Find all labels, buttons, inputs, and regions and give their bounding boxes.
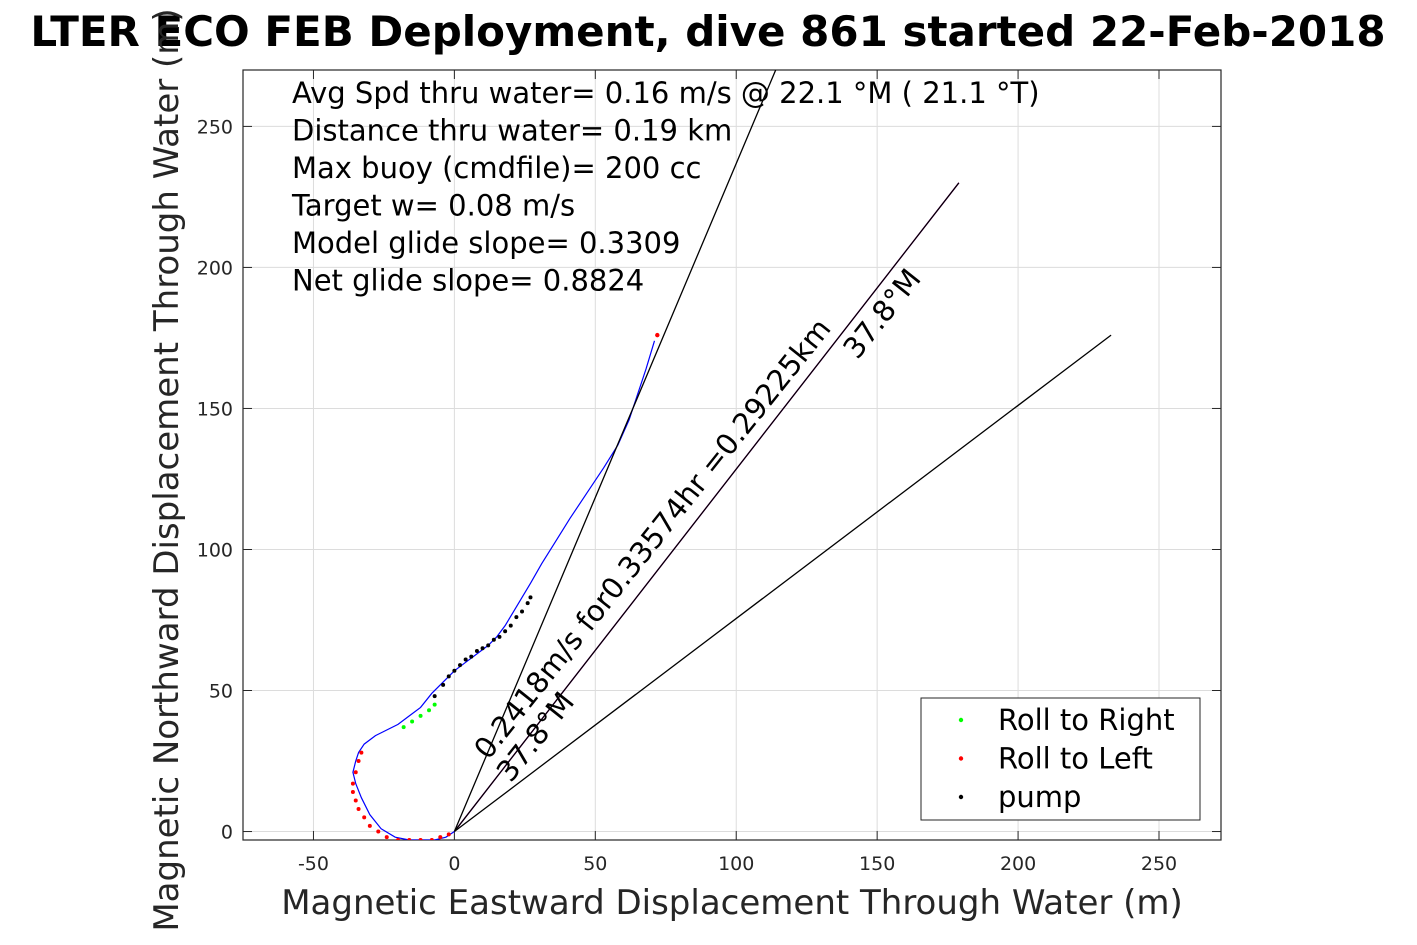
annotation-label: 37.8°M [836,262,927,365]
pump-point [514,615,519,620]
stat-line: Target w= 0.08 m/s [291,189,575,223]
roll-right-point [418,713,423,718]
roll-left-point [353,798,358,803]
legend-label: pump [998,780,1081,814]
roll-right-point [410,719,415,724]
roll-left-point [353,770,358,775]
roll-left-point [359,750,364,755]
pump-point [525,601,530,606]
legend-label: Roll to Left [998,742,1153,776]
x-tick-label: -50 [298,853,329,875]
roll-left-point [418,838,423,840]
stat-line: Model glide slope= 0.3309 [292,226,680,260]
pump-point [497,634,502,639]
pump-point [452,668,457,673]
axis-ticks: -50 0 50 100 150 200 250 0 50 100 150 200 250 [197,70,1221,875]
legend-label: Roll to Right [998,703,1175,737]
legend-marker [958,717,964,723]
legend-marker [958,794,964,800]
roll-left-point [356,806,361,811]
stat-line: Max buoy (cmdfile)= 200 cc [292,151,701,185]
roll-left-point [396,838,401,840]
roll-left-point [367,823,372,828]
pump-point [480,646,485,651]
y-tick-label: 200 [197,257,233,279]
annotation-label: 0.2418m/s for0.33574hr =0.29225km [467,312,837,765]
chart-title: LTER ECO FEB Deployment, dive 861 starte… [30,7,1385,56]
stat-line: Net glide slope= 0.8824 [292,264,644,298]
roll-left-point [362,815,367,820]
y-tick-label: 0 [221,822,233,844]
stat-line: Avg Spd thru water= 0.16 m/s @ 22.1 °M (… [292,76,1040,110]
roll-left-point [376,829,381,834]
pump-point [446,674,451,679]
roll-left-point [350,790,355,795]
pump-point [491,637,496,642]
annotations: 0.2418m/s for0.33574hr =0.29225km37.8°M3… [467,262,928,788]
x-tick-label: 250 [1141,853,1177,875]
roll-left-point [407,838,412,840]
pump-point [432,694,437,699]
series-heading-line-2 [453,334,1112,833]
y-axis-label: Magnetic Northward Displacement Through … [147,8,187,931]
pump-point [528,595,533,600]
roll-left-point [384,835,389,840]
x-tick-label: 200 [1000,853,1036,875]
roll-right-point [401,725,406,730]
y-tick-label: 250 [197,116,233,138]
roll-left-point [350,781,355,786]
pump-point [508,623,513,628]
y-tick-label: 50 [209,681,233,703]
legend-box [920,697,1201,821]
stat-line: Distance thru water= 0.19 km [292,114,732,148]
pump-point [474,649,479,654]
plot-content [350,70,1112,840]
pump-point [486,643,491,648]
roll-left-point [356,759,361,764]
pump-point [463,657,468,662]
roll-left-point [438,835,443,840]
pump-point [469,654,474,659]
roll-right-point [427,708,432,713]
x-axis-label: Magnetic Eastward Displacement Through W… [281,883,1183,923]
grid [243,70,1221,840]
legend-marker [958,756,964,761]
y-tick-label: 100 [197,539,233,561]
stats-block: Avg Spd thru water= 0.16 m/s @ 22.1 °M (… [291,76,1040,298]
roll-left-point [446,832,451,837]
pump-point [458,663,463,668]
roll-right-point [432,702,437,707]
roll-left-point [429,838,434,840]
series-heading-line-3 [453,182,960,832]
chart-marks [350,70,1112,840]
legend: Roll to Right Roll to Left pump [920,697,1201,821]
series-track [352,340,656,840]
pump-point [441,682,446,687]
x-tick-label: 0 [448,853,460,875]
y-tick-label: 150 [197,398,233,420]
x-tick-label: 100 [718,853,754,875]
roll-left-point [655,332,660,338]
series-heading-line-1 [453,70,777,832]
pump-point [503,629,508,634]
pump-point [520,609,525,614]
plot-area [242,69,1222,841]
x-tick-label: 150 [859,853,895,875]
x-tick-label: 50 [583,853,607,875]
